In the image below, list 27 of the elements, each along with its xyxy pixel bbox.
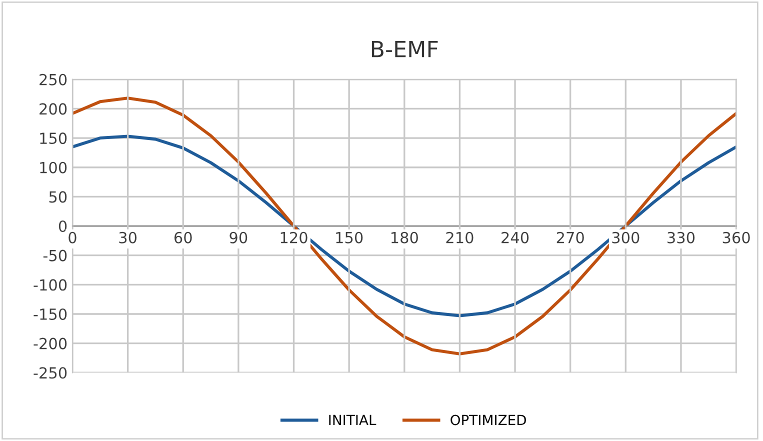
y-tick-label: 250: [40, 74, 67, 86]
x-tick-label: 60: [174, 232, 192, 244]
y-tick-label: -100: [34, 279, 67, 291]
y-tick-label: -250: [34, 367, 67, 379]
x-tick-label: 120: [280, 232, 308, 244]
legend-label: INITIAL: [329, 414, 376, 426]
x-tick-label: 360: [722, 232, 750, 244]
y-tick-label: 150: [40, 132, 67, 144]
x-tick-label: 300: [612, 232, 640, 244]
y-tick-label: 50: [49, 191, 67, 203]
x-tick-label: 270: [556, 232, 584, 244]
y-tick-label: 100: [40, 162, 67, 174]
legend-label: OPTIMIZED: [450, 414, 526, 426]
y-tick-label: 0: [58, 220, 67, 232]
x-tick-label: 0: [68, 232, 76, 244]
x-tick-label: 180: [391, 232, 418, 244]
x-tick-label: 90: [230, 232, 248, 244]
x-tick-label: 240: [502, 232, 529, 244]
x-tick-label: 30: [119, 232, 137, 244]
x-tick-label: 210: [446, 232, 474, 244]
y-tick-label: 200: [40, 103, 67, 115]
y-tick-label: -200: [34, 338, 67, 350]
chart-title: B-EMF: [372, 40, 438, 58]
x-tick-label: 150: [336, 232, 363, 244]
y-tick-label: -50: [43, 250, 67, 262]
x-tick-label: 330: [668, 232, 695, 244]
y-tick-label: -150: [34, 308, 67, 320]
